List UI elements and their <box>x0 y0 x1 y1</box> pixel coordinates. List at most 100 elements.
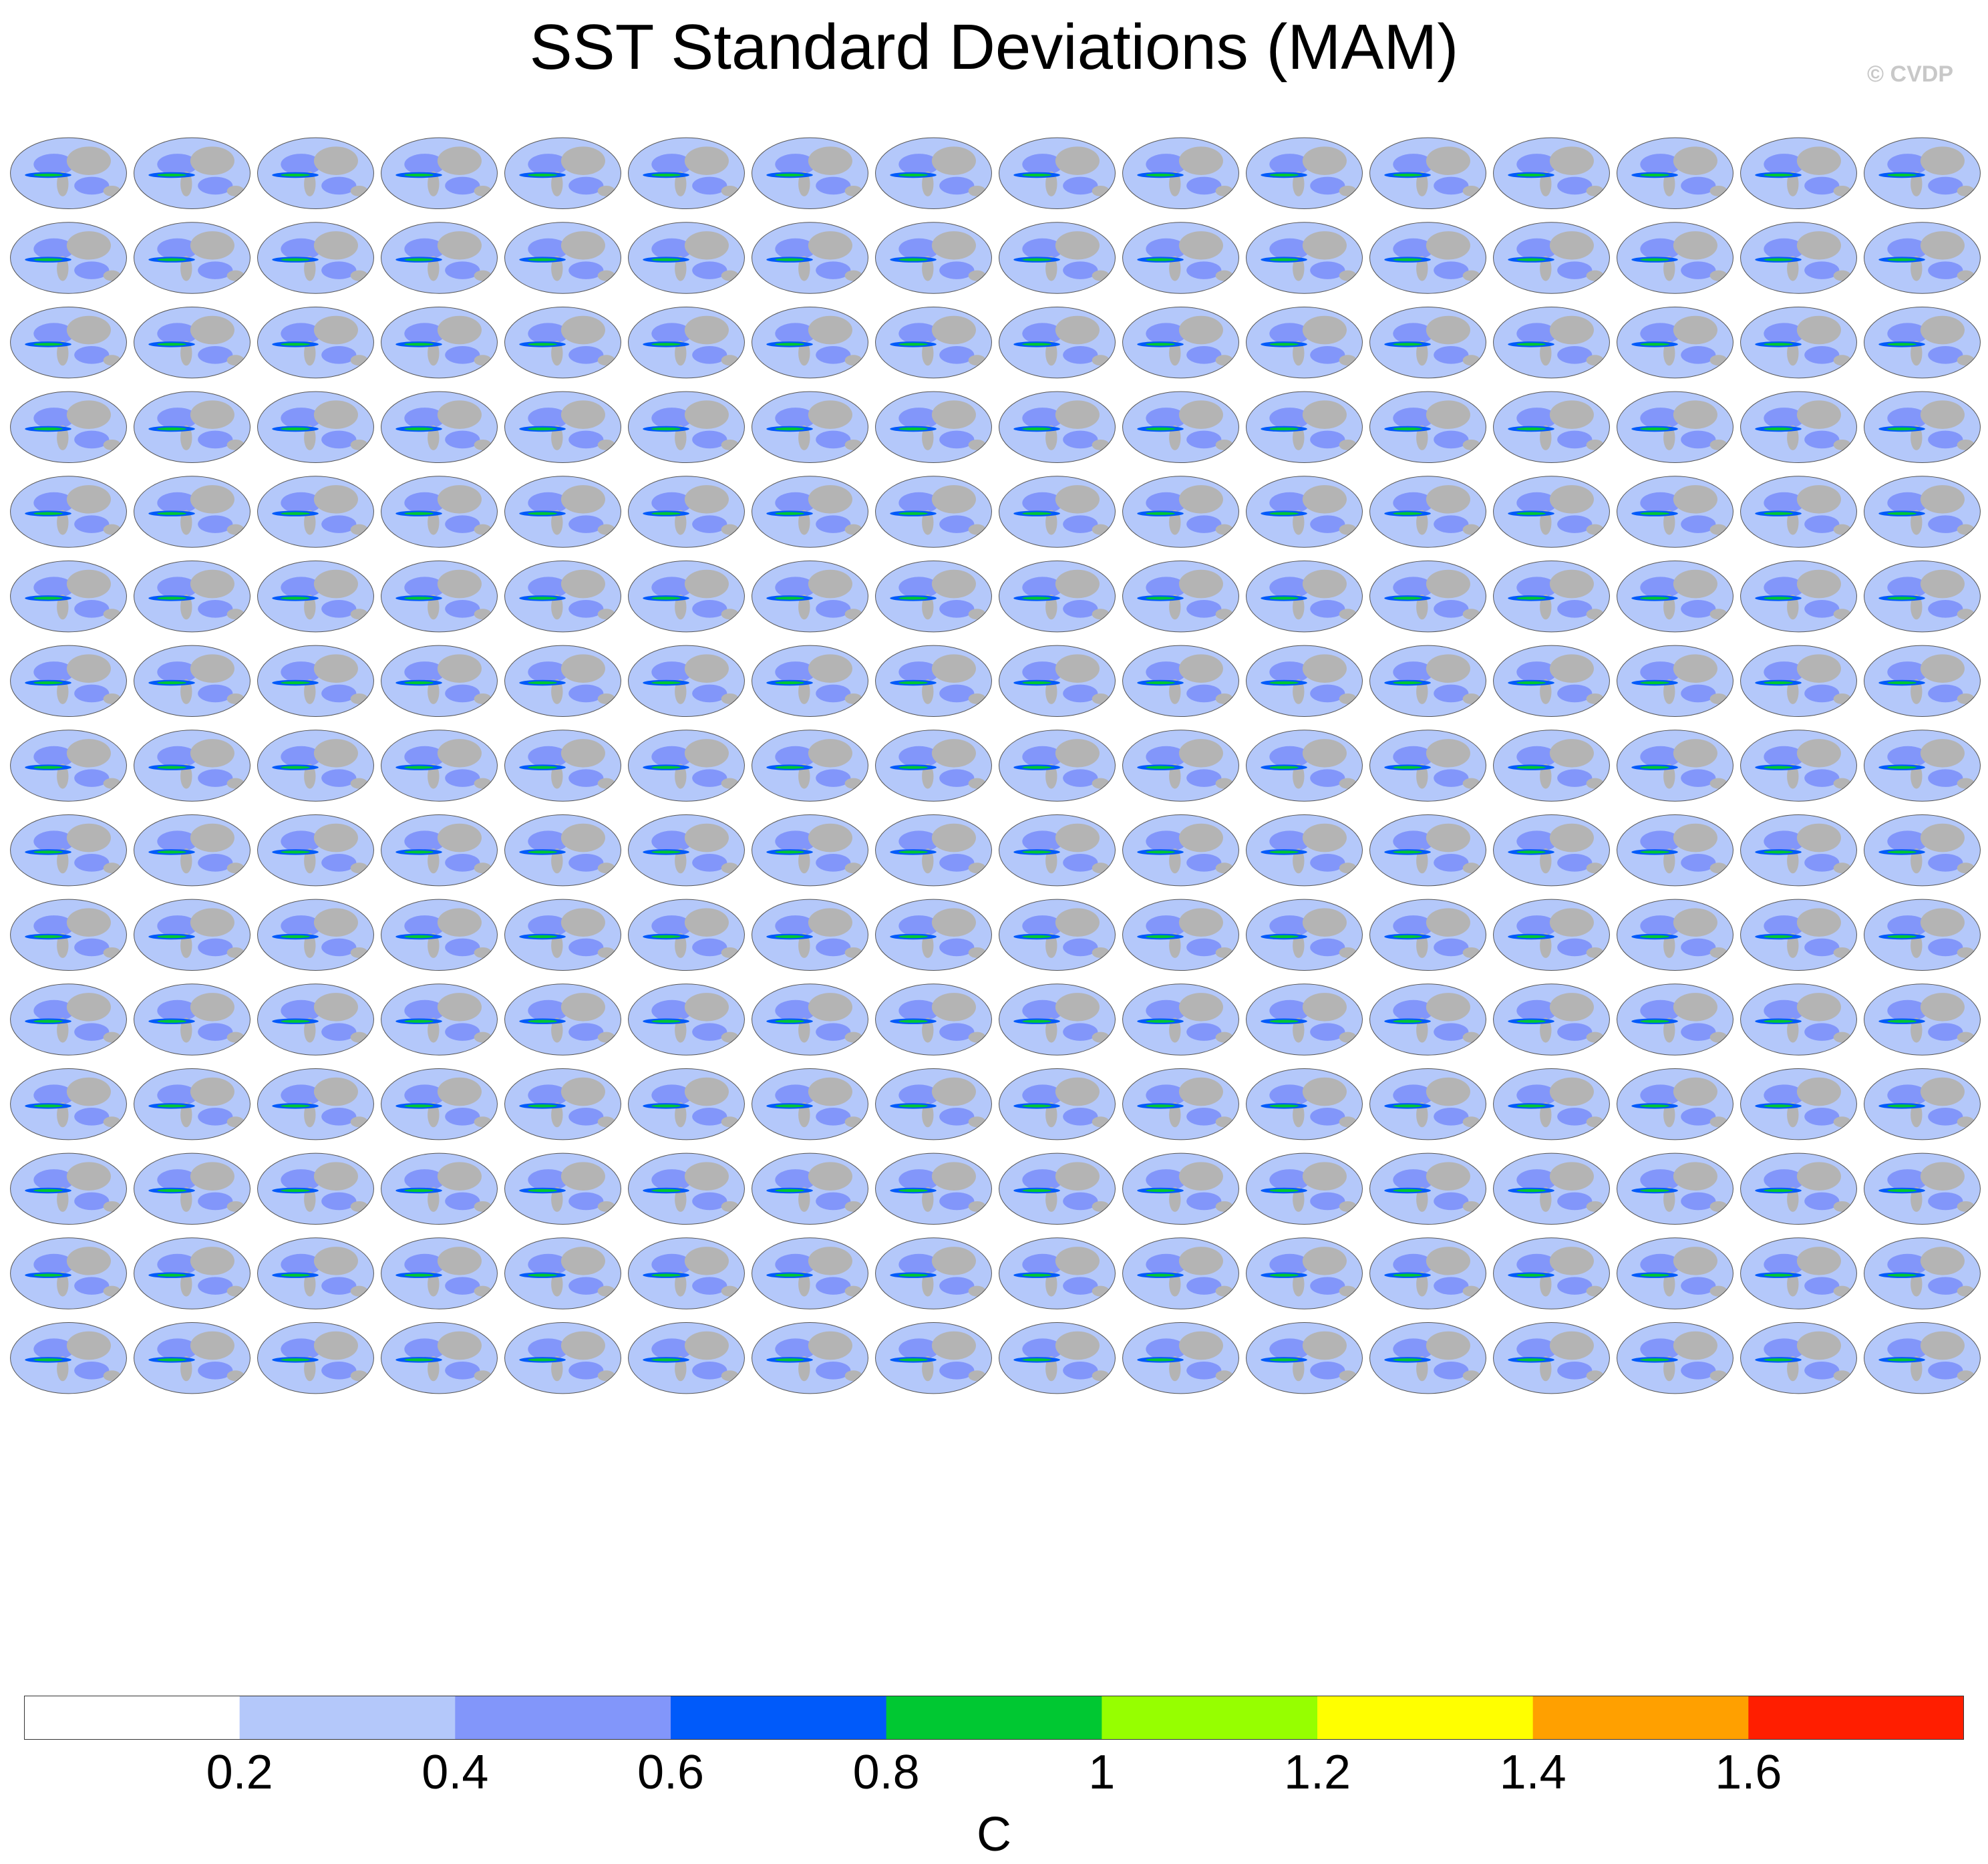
map-panel <box>257 137 374 210</box>
map-panel <box>1617 306 1733 379</box>
map-panel <box>1369 983 1486 1056</box>
map-panel <box>10 814 127 887</box>
map-panel <box>381 560 498 633</box>
map-panel <box>1369 222 1486 294</box>
map-panel <box>1122 730 1239 802</box>
colorbar-units: C <box>977 1808 1011 1861</box>
map-panel <box>1740 391 1857 464</box>
map-panel <box>999 1152 1116 1225</box>
map-panel <box>504 560 621 633</box>
map-panel <box>1864 560 1981 633</box>
map-panel <box>1864 1152 1981 1225</box>
map-panel <box>1740 983 1857 1056</box>
map-panel <box>1493 814 1610 887</box>
colorbar-segment <box>671 1696 887 1740</box>
map-panel <box>1864 645 1981 718</box>
map-panel <box>381 1068 498 1140</box>
map-panel <box>1617 476 1733 548</box>
map-panel <box>10 1068 127 1140</box>
map-panel <box>628 983 745 1056</box>
map-panel <box>1369 645 1486 718</box>
map-panel <box>1740 137 1857 210</box>
map-panel <box>10 1152 127 1225</box>
map-panel <box>1864 1237 1981 1309</box>
map-panel <box>1369 730 1486 802</box>
map-panel <box>381 1152 498 1225</box>
map-panel <box>381 391 498 464</box>
map-panel <box>1740 899 1857 971</box>
map-panel <box>381 730 498 802</box>
map-panel <box>381 306 498 379</box>
map-panel <box>628 476 745 548</box>
map-panel <box>10 730 127 802</box>
map-panel <box>504 1152 621 1225</box>
map-panel <box>875 1322 992 1394</box>
map-panel <box>1122 560 1239 633</box>
map-panel <box>628 391 745 464</box>
map-panel <box>1617 899 1733 971</box>
map-panel <box>257 730 374 802</box>
map-panel <box>1246 814 1363 887</box>
map-panel <box>875 814 992 887</box>
map-panel <box>1493 983 1610 1056</box>
map-panel <box>504 1322 621 1394</box>
colorbar-segment <box>455 1696 671 1740</box>
map-panel <box>999 1068 1116 1140</box>
map-panel <box>1740 1152 1857 1225</box>
map-panel <box>628 1152 745 1225</box>
map-panel <box>504 645 621 718</box>
map-panel <box>381 983 498 1056</box>
colorbar-segment <box>886 1696 1102 1740</box>
map-panel <box>10 1237 127 1309</box>
map-panel <box>628 1068 745 1140</box>
map-panel <box>1617 730 1733 802</box>
map-panel <box>1864 1322 1981 1394</box>
map-panel <box>1617 222 1733 294</box>
map-panel <box>504 814 621 887</box>
map-panel <box>1740 1068 1857 1140</box>
map-panel <box>1369 476 1486 548</box>
map-panel <box>381 222 498 294</box>
map-panel <box>1617 137 1733 210</box>
colorbar-tick-label: 1 <box>1088 1746 1116 1799</box>
map-panel <box>1122 1068 1239 1140</box>
map-panel <box>752 1237 868 1309</box>
map-panel <box>381 899 498 971</box>
map-panel <box>134 645 251 718</box>
map-panel <box>10 391 127 464</box>
colorbar-tick-label: 1.4 <box>1499 1746 1566 1799</box>
map-panel <box>999 560 1116 633</box>
map-panel <box>752 899 868 971</box>
map-panel <box>381 1322 498 1394</box>
map-panel <box>1493 1068 1610 1140</box>
colorbar-tick-label: 0.6 <box>637 1746 705 1799</box>
map-panel <box>1864 222 1981 294</box>
map-panel <box>999 137 1116 210</box>
map-panel <box>1864 476 1981 548</box>
map-panel <box>628 1322 745 1394</box>
map-panel <box>1864 983 1981 1056</box>
map-panel <box>752 137 868 210</box>
colorbar-tick-label: 0.2 <box>206 1746 273 1799</box>
map-panel <box>257 1237 374 1309</box>
map-panel <box>875 1068 992 1140</box>
map-panel <box>875 1237 992 1309</box>
map-panel <box>504 137 621 210</box>
map-panel <box>1246 1322 1363 1394</box>
map-panel <box>1617 1322 1733 1394</box>
map-panel <box>134 730 251 802</box>
map-panel <box>999 306 1116 379</box>
map-panel <box>10 476 127 548</box>
colorbar-border <box>24 1696 1964 1740</box>
map-panel <box>1369 306 1486 379</box>
map-panel <box>1246 645 1363 718</box>
map-panel <box>1122 645 1239 718</box>
map-panel <box>10 560 127 633</box>
map-panel <box>381 137 498 210</box>
map-panel <box>752 222 868 294</box>
map-panel <box>1246 391 1363 464</box>
map-panel <box>504 1068 621 1140</box>
map-panel <box>1617 391 1733 464</box>
map-panel <box>134 391 251 464</box>
map-panel <box>1246 222 1363 294</box>
